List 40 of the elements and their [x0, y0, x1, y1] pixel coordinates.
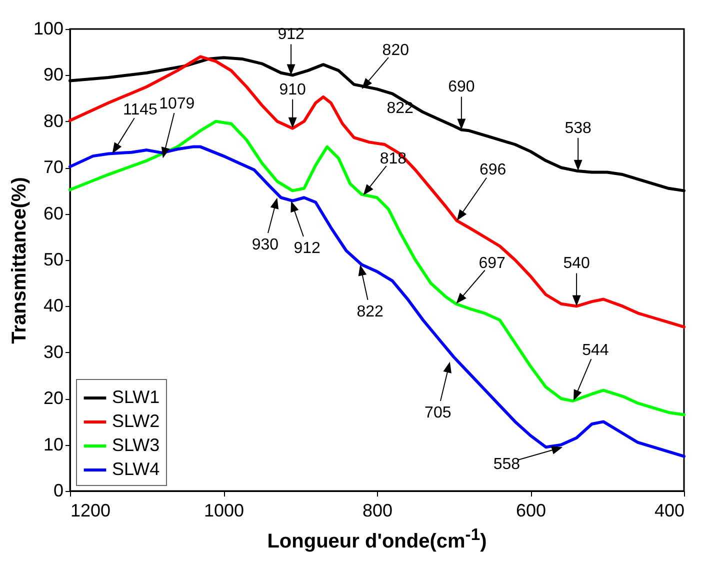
y-axis-title: Transmittance(%) [8, 177, 30, 344]
line-series [68, 55, 686, 328]
annotation: 690 [448, 78, 475, 96]
legend-label: SLW4 [112, 459, 160, 479]
y-tick-label: 0 [53, 480, 64, 500]
annotation: 1145 [123, 102, 158, 119]
legend-label: SLW2 [112, 411, 160, 431]
legend-label: SLW3 [112, 435, 160, 455]
annotation: 818 [380, 150, 407, 168]
legend-label: SLW1 [112, 387, 160, 407]
line-series [68, 145, 686, 458]
y-tick-label: 50 [43, 250, 64, 270]
annotation: 538 [564, 120, 592, 137]
annotation: 696 [479, 162, 506, 179]
x-tick-label: 1000 [204, 500, 244, 520]
annotation: 705 [424, 404, 452, 422]
y-tick-label: 30 [43, 342, 64, 362]
annotation: 1079 [159, 95, 195, 112]
y-tick-label: 70 [43, 157, 64, 178]
annotation: 910 [279, 81, 306, 98]
y-tick-label: 10 [43, 434, 64, 454]
x-tick-label: 1200 [70, 500, 111, 520]
y-tick-label: 90 [43, 64, 64, 85]
y-tick-label: 20 [43, 388, 64, 408]
annotation: 822 [356, 304, 384, 321]
annotation: 697 [478, 254, 506, 272]
annotation: 544 [582, 342, 609, 359]
y-tick-label: 100 [33, 18, 64, 38]
x-tick-label: 600 [516, 500, 546, 520]
annotation: 820 [382, 42, 410, 60]
annotation: 930 [252, 236, 279, 254]
x-axis-title: Longueur d'onde(cm$^{-1}$) [267, 525, 487, 554]
annotation: 540 [563, 255, 590, 272]
annotation: 912 [294, 240, 320, 257]
annotation: 558 [493, 456, 520, 474]
x-tick-label: 400 [654, 500, 684, 520]
y-tick-label: 60 [43, 203, 64, 224]
y-tick-label: 80 [43, 110, 64, 131]
y-tick-label: 40 [43, 296, 64, 316]
x-tick-label: 800 [362, 500, 393, 520]
